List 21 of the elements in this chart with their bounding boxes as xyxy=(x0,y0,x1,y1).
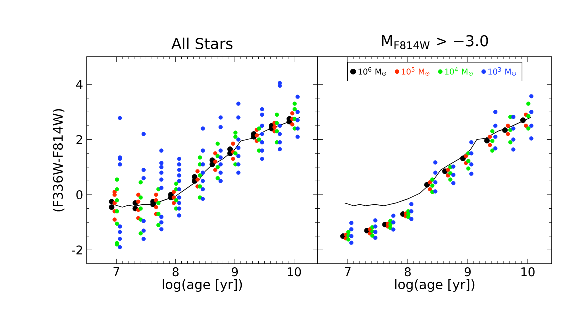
x-tick-label: 7 xyxy=(114,268,120,276)
chart-title: All Stars xyxy=(172,38,233,50)
y-tick-label: 4 xyxy=(76,80,83,89)
legend-label: 10$^{5}$ M$_{⊙}$ xyxy=(402,68,430,76)
y-axis-title: (F336W-F814W) xyxy=(53,109,65,212)
x-tick-label: 8 xyxy=(172,268,179,277)
chart-title: M$_{F814W}$ > −3.0 xyxy=(382,35,488,50)
x-axis-title: log(age [yr]) xyxy=(395,279,475,292)
y-tick-label: 2 xyxy=(76,135,82,144)
x-tick-label: 9 xyxy=(232,268,238,277)
legend-label: 10$^{4}$ M$_{⊙}$ xyxy=(445,68,473,76)
legend-label: 10$^{6}$ M$_{⊙}$ xyxy=(358,67,386,76)
legend-label: 10$^{3}$ M$_{⊙}$ xyxy=(488,67,516,76)
x-tick-label: 9 xyxy=(464,268,471,277)
x-tick-label: 10 xyxy=(522,268,535,277)
y-tick-label: -2 xyxy=(72,246,82,255)
x-tick-label: 10 xyxy=(288,268,302,277)
x-axis-title: log(age [yr]) xyxy=(162,279,242,292)
x-tick-label: 7 xyxy=(345,268,351,276)
y-tick-label: 0 xyxy=(76,190,83,200)
x-tick-label: 8 xyxy=(404,268,411,277)
